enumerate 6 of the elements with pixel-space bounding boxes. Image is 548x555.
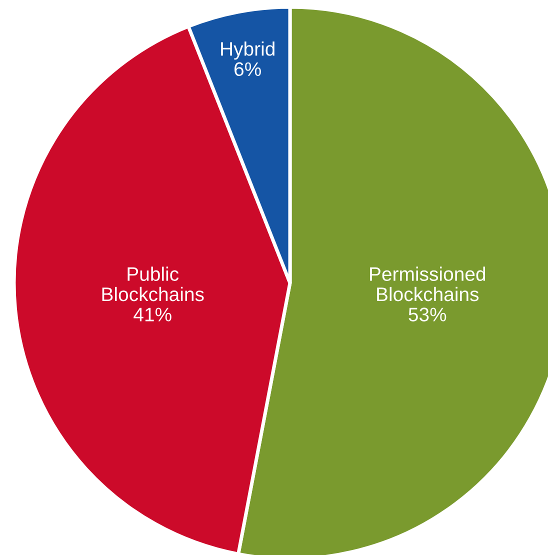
data-label: 6% [234,62,261,76]
data-label: 53% [408,308,446,322]
slice-label: Hybrid [221,42,274,60]
slice-label: Permissioned Blockchains [370,266,486,302]
slice-label: Public Blockchains [102,266,204,302]
data-label: 41% [134,308,172,322]
